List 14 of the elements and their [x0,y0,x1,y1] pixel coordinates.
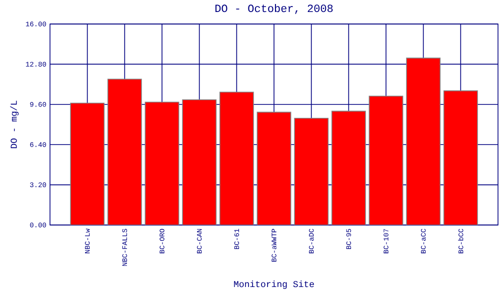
bar [220,92,254,225]
y-axis-title: DO - mg/L [10,100,19,148]
bar [369,96,403,225]
bar [443,90,478,225]
bar [182,100,216,225]
bar [332,111,366,225]
chart-title: DO - October, 2008 [215,4,333,14]
bar [108,79,142,225]
bar [145,102,179,225]
bar [257,112,291,225]
bar [70,103,104,225]
x-axis-title: Monitoring Site [234,280,314,289]
bar [294,118,328,225]
bar [406,58,440,225]
